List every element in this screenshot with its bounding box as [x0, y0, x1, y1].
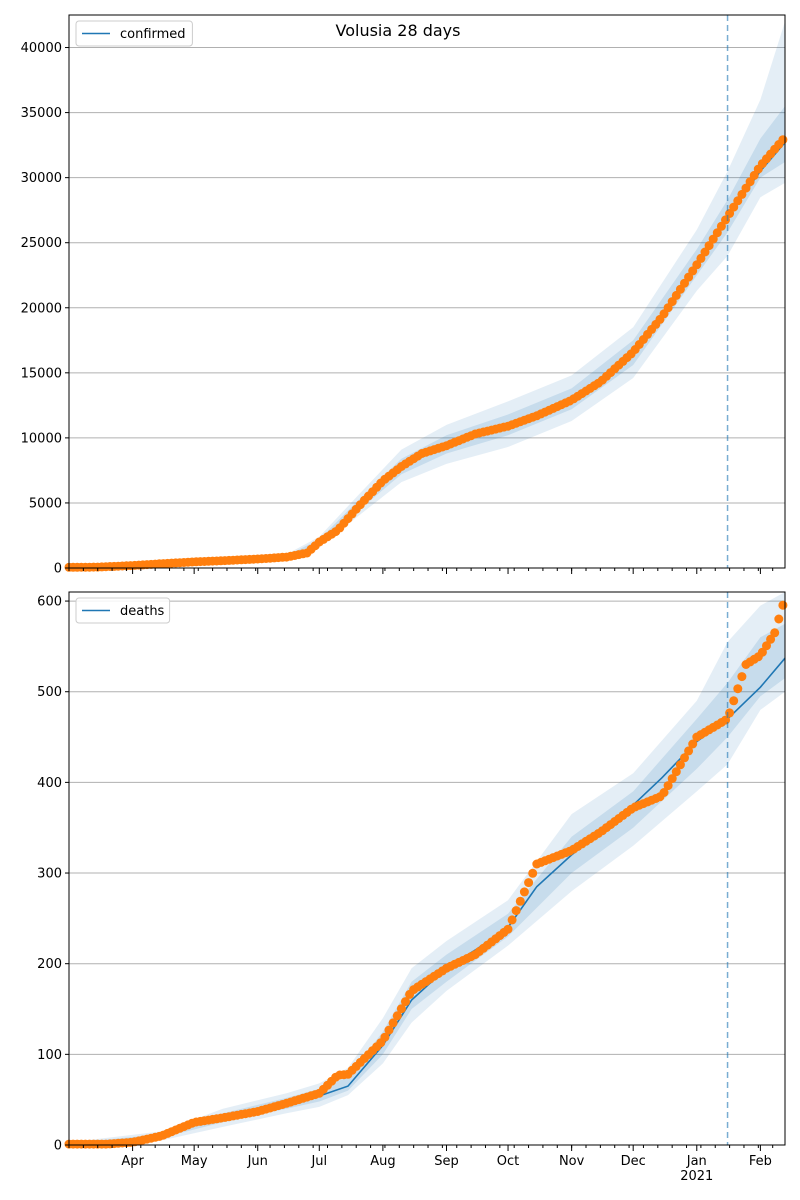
legend: deaths [75, 597, 171, 624]
legend-box [75, 597, 171, 624]
observed-point [671, 767, 681, 777]
y-tick-label: 40000 [21, 41, 62, 56]
observed-point [667, 774, 677, 784]
y-tick-label: 300 [37, 867, 62, 882]
observed-point [700, 247, 710, 257]
observed-point [507, 915, 517, 925]
observed-point [733, 196, 743, 206]
observed-point [401, 997, 410, 1007]
observed-point [716, 221, 726, 231]
observed-point [725, 708, 735, 718]
observed-point [729, 696, 739, 706]
outer-uncertainty-band [69, 21, 785, 568]
observed-point [515, 896, 525, 906]
x-tick-label: May [181, 1154, 208, 1169]
x-tick-label: Jan [686, 1154, 707, 1169]
x-tick-label: Jul [310, 1154, 327, 1169]
observed-point [762, 641, 771, 651]
y-tick-label: 35000 [21, 106, 62, 121]
axes-frame [68, 14, 786, 569]
y-tick-label: 200 [37, 957, 62, 972]
observed-point [519, 887, 529, 897]
y-tick-label: 600 [37, 595, 62, 610]
observed-point [774, 614, 784, 624]
x-tick-label: Nov [559, 1154, 585, 1169]
deaths-panel: 0 100 200 300 400 500 600 Apr May Jun Jul Aug Sep Oct… [37, 591, 788, 1184]
legend-label: deaths [120, 604, 165, 619]
y-tick-label: 0 [54, 562, 62, 577]
observed-point [741, 183, 751, 193]
x-tick-label: Oct [497, 1154, 519, 1169]
observed-point [692, 260, 702, 270]
x-tick-label: Apr [121, 1154, 144, 1169]
observed-point [712, 228, 722, 238]
observed-point [503, 924, 513, 934]
observed-point [524, 878, 534, 888]
observed-point [778, 600, 788, 610]
observed-point [757, 647, 767, 657]
y-tick-label: 5000 [29, 496, 62, 511]
observed-point [680, 753, 689, 763]
x-tick-label: Sep [434, 1154, 459, 1169]
y-tick-label: 25000 [21, 236, 62, 251]
y-tick-label: 400 [37, 776, 62, 791]
y-tick-label: 100 [37, 1048, 62, 1063]
confirmed-panel: 0 5000 10000 15000 20000 25000 30000 35000 40000… [21, 14, 788, 577]
observed-point [778, 135, 788, 145]
observed-point [384, 1025, 394, 1035]
observed-point [380, 1032, 390, 1042]
observed-point [511, 906, 521, 916]
x-tick-label: Dec [621, 1154, 646, 1169]
observed-point [659, 788, 669, 797]
legend-label: confirmed [120, 27, 186, 42]
observed-point [396, 1004, 406, 1014]
observed-point [704, 241, 714, 251]
y-tick-label: 20000 [21, 301, 62, 316]
x-tick-label: 2021 [680, 1169, 713, 1184]
observed-point [696, 253, 706, 263]
x-tick-label: Feb [749, 1154, 772, 1169]
observed-point [684, 746, 694, 756]
observed-point [392, 1011, 402, 1021]
y-tick-label: 30000 [21, 171, 62, 186]
observed-point [770, 628, 780, 638]
observed-point [737, 672, 747, 682]
observed-point [388, 1018, 398, 1028]
observed-point [733, 684, 743, 694]
observed-point [688, 739, 698, 749]
observed-point [663, 781, 673, 791]
y-tick-label: 500 [37, 685, 62, 700]
chart-title: Volusia 28 days [336, 21, 461, 40]
y-tick-label: 0 [54, 1139, 62, 1154]
y-tick-label: 15000 [21, 366, 62, 381]
observed-point [675, 760, 685, 770]
x-tick-label: Jun [247, 1154, 268, 1169]
axes-frame [68, 591, 786, 1146]
observed-point [766, 634, 776, 644]
legend: confirmed [75, 20, 193, 47]
observed-point [708, 234, 718, 244]
x-tick-label: Aug [370, 1154, 395, 1169]
observed-point [528, 868, 538, 878]
y-tick-label: 10000 [21, 431, 62, 446]
legend-box [75, 20, 193, 47]
